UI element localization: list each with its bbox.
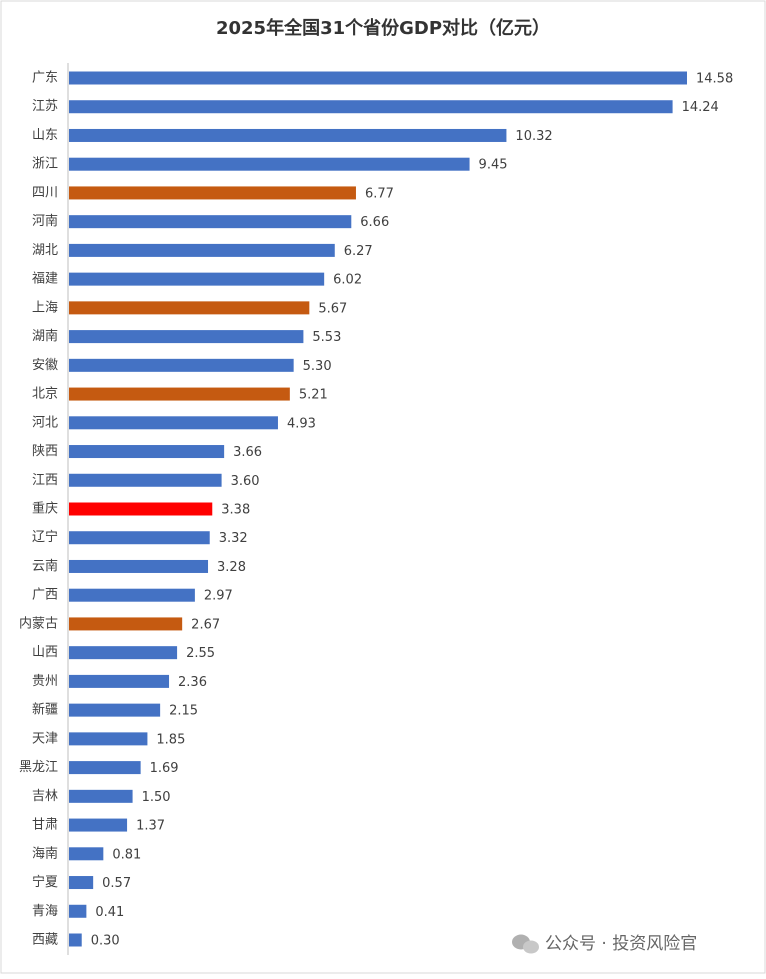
value-label: 1.69 [150,761,179,776]
bar [69,128,507,142]
bar [69,588,195,602]
value-label: 2.55 [186,646,215,661]
value-label: 6.77 [365,186,394,201]
y-tick-label: 浙江 [32,157,58,172]
value-label: 5.53 [312,330,341,345]
bar [69,531,210,545]
bar [69,847,104,861]
y-tick-label: 内蒙古 [19,615,58,631]
bar [69,100,673,114]
y-tick-label: 四川 [32,185,58,200]
bar [69,71,687,85]
y-tick-label: 西藏 [32,933,58,948]
chart-title: 2025年全国31个省份GDP对比（亿元） [216,17,550,39]
y-tick-label: 山东 [32,128,58,143]
y-tick-label: 甘肃 [32,818,58,833]
bar [69,732,148,746]
bar [69,502,213,516]
bar [69,272,325,286]
y-tick-label: 海南 [32,845,58,861]
y-tick-label: 山西 [32,645,58,660]
value-label: 14.58 [696,72,733,87]
value-label: 2.67 [191,617,220,632]
bar [69,559,209,573]
bar [69,416,278,430]
y-tick-label: 广东 [32,71,58,86]
bar [69,818,128,832]
y-tick-label: 河南 [32,213,58,229]
value-label: 6.27 [344,244,373,259]
bar [69,904,87,918]
value-label: 10.32 [515,129,552,144]
bar [69,617,183,631]
value-label: 0.41 [95,905,124,920]
y-tick-label: 安徽 [32,358,58,373]
y-tick-label: 江苏 [32,98,58,114]
watermark-icon [512,934,539,954]
value-label: 6.66 [360,215,389,230]
y-tick-label: 福建 [32,272,58,287]
bar [69,933,82,947]
y-tick-label: 河北 [32,415,58,430]
value-label: 6.02 [333,273,362,288]
y-tick-label: 青海 [32,904,58,919]
value-label: 2.97 [204,589,233,604]
y-tick-label: 辽宁 [32,529,58,545]
y-tick-label: 江西 [32,473,58,488]
value-label: 1.85 [156,732,185,747]
value-label: 9.45 [479,158,508,173]
bar [69,215,352,229]
value-label: 3.38 [221,503,250,518]
bar [69,243,335,257]
value-label: 0.81 [112,847,141,862]
value-label: 5.21 [299,388,328,403]
y-tick-label: 云南 [32,558,58,574]
y-tick-label: 黑龙江 [19,760,58,775]
bar [69,445,225,459]
y-tick-label: 重庆 [32,501,58,517]
y-tick-label: 宁夏 [32,874,58,890]
bar [69,674,170,688]
bar [69,301,310,315]
value-label: 1.37 [136,819,165,834]
value-label: 3.32 [219,531,248,546]
value-label: 4.93 [287,416,316,431]
bar [69,876,94,890]
value-label: 0.30 [91,934,120,949]
bar [69,330,304,344]
y-tick-label: 天津 [32,731,58,746]
bar [69,186,356,200]
y-tick-label: 吉林 [32,789,58,804]
value-label: 2.36 [178,675,207,690]
value-label: 3.60 [231,474,260,489]
y-tick-label: 陕西 [32,444,58,459]
y-tick-label: 湖北 [32,243,58,258]
bar [69,157,470,171]
watermark: 公众号 · 投资风险官 [545,934,697,954]
value-label: 2.15 [169,704,198,719]
value-label: 5.67 [318,301,347,316]
value-label: 0.57 [102,876,131,891]
y-tick-label: 湖南 [32,328,58,344]
bar [69,789,133,803]
value-label: 3.28 [217,560,246,575]
y-tick-label: 广西 [32,588,58,603]
bar [69,358,294,372]
value-label: 1.50 [142,790,171,805]
value-label: 14.24 [682,100,719,115]
y-tick-label: 北京 [32,387,58,402]
bar [69,703,161,717]
bar [69,387,290,401]
y-tick-label: 贵州 [32,674,58,689]
y-tick-label: 新疆 [32,702,58,718]
value-label: 5.30 [303,359,332,374]
bar [69,761,141,775]
bar [69,646,178,660]
value-label: 3.66 [233,445,262,460]
y-tick-label: 上海 [32,300,58,315]
bar [69,473,222,487]
